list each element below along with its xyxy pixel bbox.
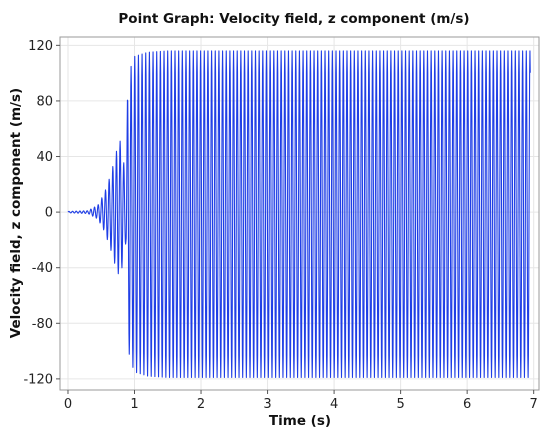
y-tick-label: 80 xyxy=(36,94,53,109)
x-tick-label: 1 xyxy=(130,397,138,412)
plot-frame xyxy=(59,36,540,391)
x-tick-label: 4 xyxy=(330,397,338,412)
x-tick-label: 3 xyxy=(263,397,271,412)
y-tick-label: -120 xyxy=(23,372,53,387)
y-axis: -120 -80 -40 0 40 80 120 xyxy=(23,39,60,387)
x-tick-label: 5 xyxy=(396,397,404,412)
x-tick-label: 2 xyxy=(197,397,205,412)
y-tick-label: 0 xyxy=(45,206,53,221)
y-axis-label: Velocity field, z component (m/s) xyxy=(8,88,24,338)
velocity-series-line xyxy=(67,50,531,379)
x-tick-label: 7 xyxy=(530,397,538,412)
x-tick-label: 0 xyxy=(64,397,72,412)
y-tick-label: -80 xyxy=(32,317,53,332)
y-tick-label: -40 xyxy=(32,261,53,276)
x-tick-label: 6 xyxy=(463,397,471,412)
chart-title: Point Graph: Velocity field, z component… xyxy=(118,11,469,27)
y-tick-label: 120 xyxy=(28,39,53,54)
x-axis-label: Time (s) xyxy=(269,413,331,429)
data-series xyxy=(67,50,531,379)
y-tick-label: 40 xyxy=(36,150,53,165)
x-axis: 0 1 2 3 4 5 6 7 xyxy=(64,390,538,412)
